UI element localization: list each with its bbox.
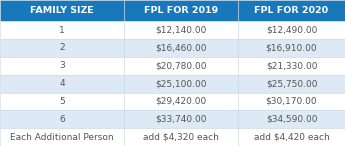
Text: 3: 3 (59, 61, 65, 70)
Text: $20,780.00: $20,780.00 (155, 61, 207, 70)
Text: 5: 5 (59, 97, 65, 106)
FancyBboxPatch shape (124, 57, 238, 75)
FancyBboxPatch shape (238, 57, 345, 75)
FancyBboxPatch shape (124, 39, 238, 57)
Text: $21,330.00: $21,330.00 (266, 61, 317, 70)
Text: $12,140.00: $12,140.00 (156, 26, 207, 35)
FancyBboxPatch shape (0, 93, 124, 110)
Text: FPL FOR 2019: FPL FOR 2019 (144, 6, 218, 15)
FancyBboxPatch shape (124, 21, 238, 39)
Text: 1: 1 (59, 26, 65, 35)
FancyBboxPatch shape (0, 75, 124, 93)
Text: $16,910.00: $16,910.00 (266, 43, 317, 52)
FancyBboxPatch shape (124, 110, 238, 128)
Text: add $4,320 each: add $4,320 each (143, 133, 219, 142)
FancyBboxPatch shape (124, 93, 238, 110)
FancyBboxPatch shape (0, 128, 124, 146)
FancyBboxPatch shape (124, 128, 238, 146)
Text: $16,460.00: $16,460.00 (155, 43, 207, 52)
Text: $12,490.00: $12,490.00 (266, 26, 317, 35)
Text: $33,740.00: $33,740.00 (155, 115, 207, 124)
FancyBboxPatch shape (238, 128, 345, 146)
Text: Each Additional Person: Each Additional Person (10, 133, 114, 142)
FancyBboxPatch shape (0, 110, 124, 128)
FancyBboxPatch shape (238, 93, 345, 110)
Text: $34,590.00: $34,590.00 (266, 115, 317, 124)
FancyBboxPatch shape (124, 75, 238, 93)
Text: add $4,420 each: add $4,420 each (254, 133, 329, 142)
FancyBboxPatch shape (238, 110, 345, 128)
FancyBboxPatch shape (238, 39, 345, 57)
FancyBboxPatch shape (0, 57, 124, 75)
FancyBboxPatch shape (124, 0, 238, 21)
FancyBboxPatch shape (0, 21, 124, 39)
FancyBboxPatch shape (238, 21, 345, 39)
Text: 4: 4 (59, 79, 65, 88)
FancyBboxPatch shape (0, 0, 124, 21)
Text: FPL FOR 2020: FPL FOR 2020 (255, 6, 328, 15)
Text: $30,170.00: $30,170.00 (266, 97, 317, 106)
Text: 6: 6 (59, 115, 65, 124)
Text: $25,750.00: $25,750.00 (266, 79, 317, 88)
Text: 2: 2 (59, 43, 65, 52)
Text: $29,420.00: $29,420.00 (156, 97, 207, 106)
Text: $25,100.00: $25,100.00 (155, 79, 207, 88)
FancyBboxPatch shape (0, 39, 124, 57)
FancyBboxPatch shape (238, 0, 345, 21)
FancyBboxPatch shape (238, 75, 345, 93)
Text: FAMILY SIZE: FAMILY SIZE (30, 6, 94, 15)
